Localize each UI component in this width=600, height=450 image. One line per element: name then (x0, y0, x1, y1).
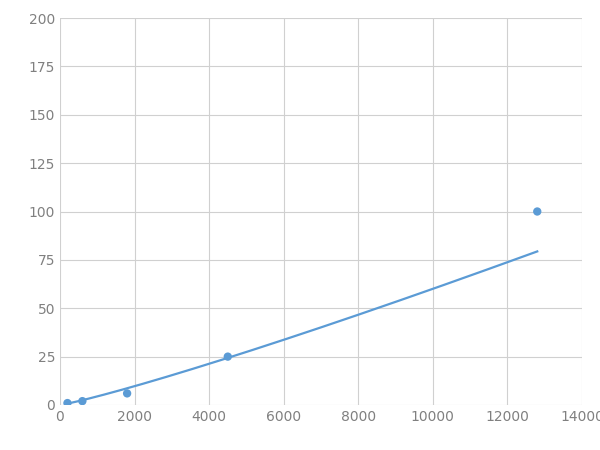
Point (532, 208, 542, 215)
Point (122, 390, 132, 397)
Point (77, 397, 87, 405)
Point (62, 400, 72, 407)
Point (223, 353, 233, 360)
